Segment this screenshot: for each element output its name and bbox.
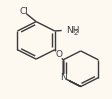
Text: Cl: Cl [20, 7, 28, 16]
Bar [58, 74, 67, 81]
Text: NH: NH [65, 26, 79, 35]
Text: O: O [55, 50, 62, 59]
Text: 2: 2 [73, 30, 77, 36]
Text: N: N [59, 73, 66, 82]
